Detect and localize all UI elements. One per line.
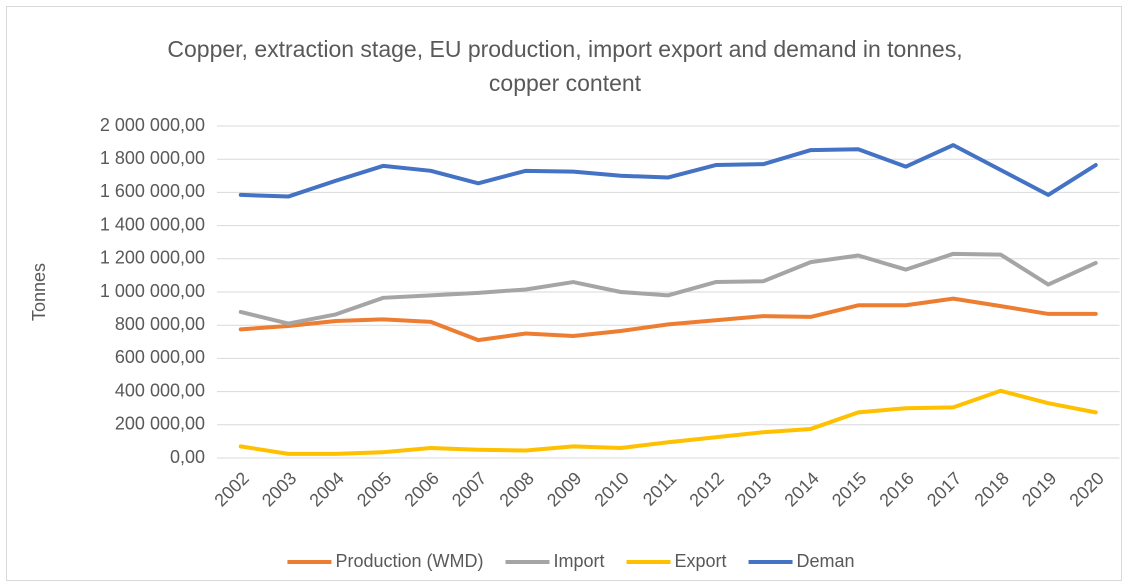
y-tick-label: 1 400 000,00 — [100, 214, 205, 234]
x-tick-label: 2020 — [1065, 468, 1107, 510]
y-tick-label: 200 000,00 — [115, 414, 205, 434]
x-tick-label: 2012 — [685, 468, 727, 510]
y-axis-label: Tonnes — [29, 263, 49, 321]
y-tick-label: 1 200 000,00 — [100, 248, 205, 268]
x-tick-label: 2007 — [448, 468, 490, 510]
y-tick-label: 600 000,00 — [115, 347, 205, 367]
x-tick-label: 2011 — [639, 468, 681, 510]
data-line — [238, 251, 1098, 326]
x-tick-label: 2016 — [875, 468, 917, 510]
x-tick-label: 2010 — [590, 468, 632, 510]
y-tick-label: 0,00 — [170, 447, 205, 467]
x-tick-label: 2014 — [780, 468, 822, 510]
legend-label: Deman — [797, 551, 855, 571]
x-tick-label: 2006 — [400, 468, 442, 510]
y-tick-label: 1 000 000,00 — [100, 281, 205, 301]
y-tick-label: 2 000 000,00 — [100, 115, 205, 135]
x-tick-label: 2003 — [258, 468, 300, 510]
y-tick-label: 800 000,00 — [115, 314, 205, 334]
x-tick-label: 2018 — [970, 468, 1012, 510]
legend-label: Import — [553, 551, 604, 571]
legend-label: Export — [674, 551, 726, 571]
x-tick-label: 2009 — [543, 468, 585, 510]
x-tick-label: 2002 — [210, 468, 252, 510]
chart-title: Copper, extraction stage, EU production,… — [167, 36, 963, 96]
y-tick-label: 1 800 000,00 — [100, 148, 205, 168]
x-tick-label: 2004 — [305, 468, 347, 510]
y-tick-label: 400 000,00 — [115, 380, 205, 400]
legend-label: Production (WMD) — [335, 551, 483, 571]
data-line — [238, 388, 1098, 456]
x-tick-label: 2013 — [733, 468, 775, 510]
chart-frame — [6, 6, 1122, 581]
x-tick-label: 2017 — [923, 468, 965, 510]
data-line — [238, 296, 1098, 343]
x-tick-label: 2008 — [495, 468, 537, 510]
x-tick-label: 2019 — [1018, 468, 1060, 510]
data-line — [238, 143, 1098, 199]
x-tick-label: 2015 — [828, 468, 870, 510]
y-tick-label: 1 600 000,00 — [100, 181, 205, 201]
x-tick-label: 2005 — [353, 468, 395, 510]
